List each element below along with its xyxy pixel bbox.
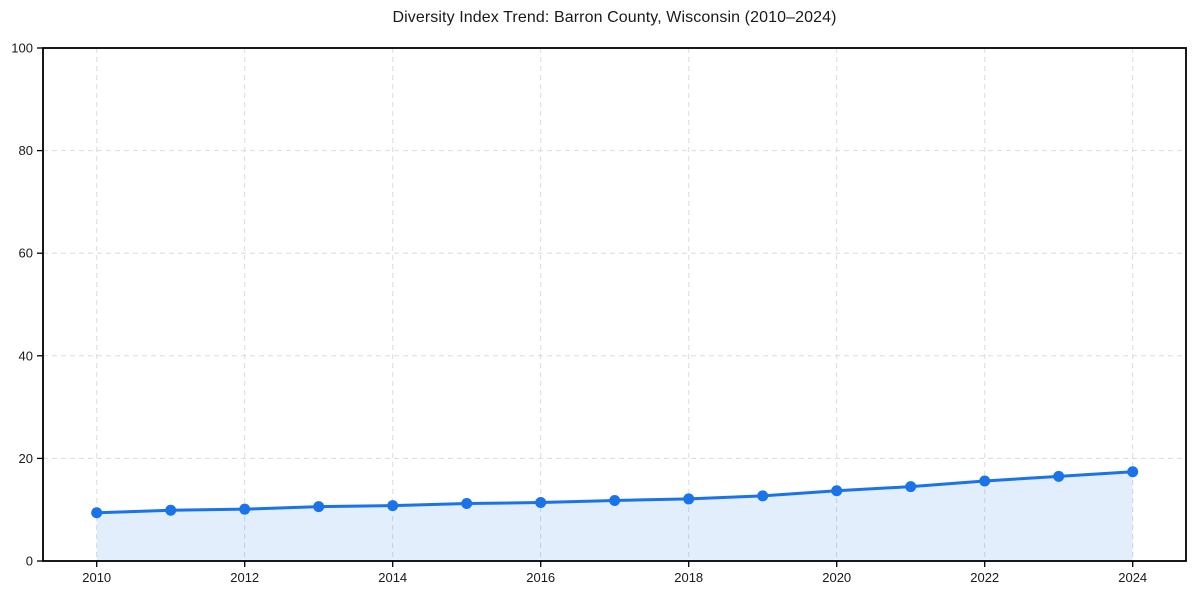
y-tick-label-60: 60: [19, 246, 33, 261]
data-point-2022: [979, 475, 991, 487]
area-fill: [96, 471, 1133, 561]
y-tick-label-40: 40: [19, 348, 33, 363]
x-tick-label-2024: 2024: [1118, 570, 1147, 585]
data-point-2021: [905, 481, 917, 493]
x-tick-label-2016: 2016: [526, 570, 555, 585]
data-point-2018: [683, 493, 695, 505]
data-point-2023: [1053, 470, 1065, 482]
x-tick-label-2010: 2010: [82, 570, 111, 585]
y-tick-label-0: 0: [26, 554, 33, 569]
data-point-2019: [757, 490, 769, 502]
data-point-2014: [387, 500, 399, 512]
data-point-2017: [609, 494, 621, 506]
x-tick-label-2012: 2012: [230, 570, 259, 585]
y-tick-label-20: 20: [19, 451, 33, 466]
chart-title: Diversity Index Trend: Barron County, Wi…: [392, 9, 837, 26]
plot-border: [42, 47, 1187, 562]
x-tick-label-2022: 2022: [970, 570, 999, 585]
data-point-2020: [831, 485, 843, 497]
data-point-2010: [91, 507, 103, 519]
data-point-2024: [1127, 466, 1139, 478]
x-tick-label-2018: 2018: [674, 570, 703, 585]
data-point-2012: [239, 503, 251, 515]
y-tick-label-100: 100: [11, 41, 33, 56]
data-point-2013: [313, 501, 325, 513]
data-point-2011: [165, 504, 177, 516]
data-point-2015: [461, 498, 473, 510]
x-tick-label-2020: 2020: [822, 570, 851, 585]
y-tick-label-80: 80: [19, 143, 33, 158]
data-point-2016: [535, 497, 547, 509]
x-tick-label-2014: 2014: [378, 570, 407, 585]
